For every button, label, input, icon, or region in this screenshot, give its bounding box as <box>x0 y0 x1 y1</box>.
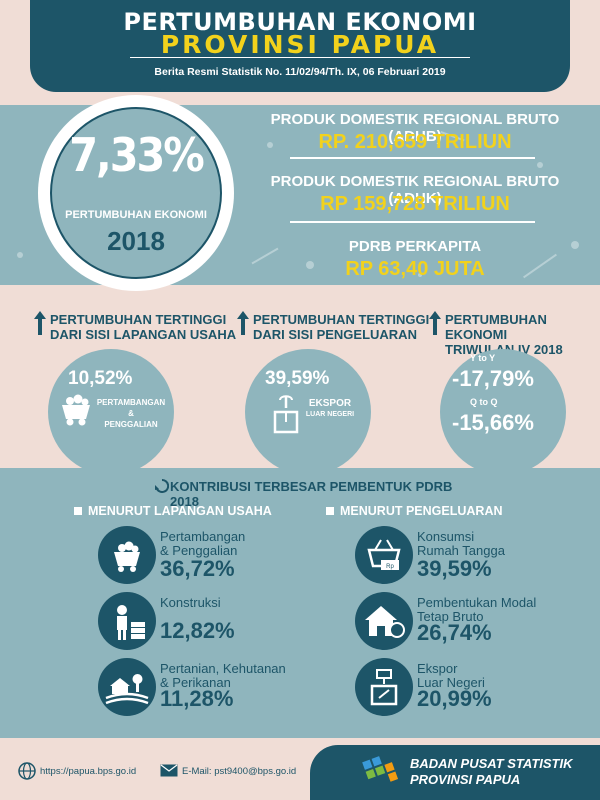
email-link[interactable]: E-Mail: pst9400@bps.go.id <box>182 766 297 777</box>
globe-icon <box>18 762 36 780</box>
email-icon <box>160 764 178 777</box>
lapangan-item-1-label-line1: Pertambangan <box>160 529 246 544</box>
qtq-label: Q to Q <box>470 397 498 407</box>
highlight-pengeluaran-title: PERTUMBUHAN TERTINGGI DARI SISI PENGELUA… <box>253 312 429 342</box>
highlight-lapangan-title-line2: DARI SISI LAPANGAN USAHA <box>50 327 237 342</box>
lapangan-item-1-value: 36,72% <box>160 556 235 581</box>
lapangan-item-3-value: 11,28% <box>160 686 234 711</box>
pengeluaran-item-3-label-line1: Ekspor <box>417 661 458 676</box>
lapangan-subtitle-text: MENURUT LAPANGAN USAHA <box>88 504 272 518</box>
pdrb-perkapita-value: RP 63,40 JUTA <box>345 258 485 280</box>
lapangan-item-3-label: Pertanian, Kehutanan & Perikanan <box>160 662 286 690</box>
pengeluaran-item-1-label-line1: Konsumsi <box>417 529 475 544</box>
export-box-icon <box>273 395 299 434</box>
pengeluaran-item-2-label: Pembentukan Modal Tetap Bruto <box>417 596 536 624</box>
splatter-decoration <box>17 130 579 279</box>
kontribusi-title: KONTRIBUSI TERBESAR PEMBENTUK PDRB 2018 <box>170 479 453 509</box>
mining-cart-icon <box>62 394 90 426</box>
pengeluaran-item-1-label-line2: Rumah Tangga <box>417 543 505 558</box>
growth-label: PERTUMBUHAN EKONOMI <box>65 209 207 221</box>
highlight-triwulan-title-line1: PERTUMBUHAN EKONOMI <box>445 312 547 342</box>
pengeluaran-item-2-label-line1: Pembentukan Modal <box>417 595 537 610</box>
title-line2: PROVINSI PAPUA <box>160 30 440 59</box>
pdrb-perkapita-label: PDRB PERKAPITA <box>348 238 482 255</box>
pdrb-adhb-value: RP. 210,659 TRILIUN <box>318 131 512 153</box>
lapangan-item-2-label-line1: Konstruksi <box>160 595 221 610</box>
highlight-lapangan-title: PERTUMBUHAN TERTINGGI DARI SISI LAPANGAN… <box>50 312 236 342</box>
lapangan-item-3-label-line1: Pertanian, Kehutanan <box>160 661 286 676</box>
highlight-triwulan-title: PERTUMBUHAN EKONOMI TRIWULAN IV 2018 <box>445 312 600 357</box>
header-banner: PERTUMBUHAN EKONOMI PROVINSI PAPUA Berit… <box>30 0 570 92</box>
cycle-icon <box>155 479 169 493</box>
pengeluaran-subtitle-text: MENURUT PENGELUARAN <box>340 504 503 518</box>
arrow-up-icon <box>237 311 249 335</box>
growth-circle <box>50 107 222 279</box>
highlight-pengeluaran-desc-line2: LUAR NEGERI <box>305 411 355 418</box>
lapangan-item-1-label-line2: & Penggalian <box>160 543 238 558</box>
pengeluaran-item-3-value: 20,99% <box>417 686 492 711</box>
growth-value: 7,33% <box>69 128 205 182</box>
pdrb-divider <box>290 157 535 159</box>
pdrb-adhk-label: PRODUK DOMESTIK REGIONAL BRUTO (ADHK) <box>270 173 560 207</box>
release-subtitle: Berita Resmi Statistik No. 11/02/94/Th. … <box>154 66 446 78</box>
pdrb-adhk-value: RP 159,728 TRILIUN <box>320 193 510 215</box>
bps-name-line2: PROVINSI PAPUA <box>410 772 521 787</box>
pengeluaran-item-2-label-line2: Tetap Bruto <box>417 609 484 624</box>
pengeluaran-item-2-value: 26,74% <box>417 620 492 645</box>
lapangan-item-2-value: 12,82% <box>160 618 235 643</box>
pengeluaran-item-1-label: Konsumsi Rumah Tangga <box>417 530 505 558</box>
bps-name-line1: BADAN PUSAT STATISTIK <box>410 756 573 771</box>
website-link[interactable]: https://papua.bps.go.id <box>40 766 137 777</box>
construction-worker-icon <box>98 592 156 650</box>
pengeluaran-item-1-value: 39,59% <box>417 556 492 581</box>
pdrb-divider <box>290 221 535 223</box>
highlight-pengeluaran-title-line2: DARI SISI PENGELUARAN <box>253 327 417 342</box>
highlight-lapangan-desc-line2: & <box>128 409 134 418</box>
lapangan-item-3-label-line2: & Perikanan <box>160 675 231 690</box>
title-divider <box>130 57 470 58</box>
bps-logo-icon <box>362 756 399 782</box>
highlight-pengeluaran-value: 39,59% <box>265 368 330 389</box>
lapangan-item-2-label: Konstruksi <box>160 596 221 610</box>
lapangan-item-1-label: Pertambangan & Penggalian <box>160 530 245 558</box>
yoy-value: -17,79% <box>452 366 534 391</box>
highlight-lapangan-title-line1: PERTUMBUHAN TERTINGGI <box>50 312 227 327</box>
highlight-pengeluaran-desc: EKSPOR LUAR NEGERI <box>300 398 360 420</box>
svg-text:Rp: Rp <box>386 564 394 570</box>
pengeluaran-subtitle: MENURUT PENGELUARAN <box>326 504 503 518</box>
arrow-up-icon <box>34 311 46 335</box>
shopping-basket-icon: Rp <box>355 526 413 584</box>
pdrb-adhb-label: PRODUK DOMESTIK REGIONAL BRUTO (ADHB) <box>270 111 560 145</box>
pengeluaran-item-3-label-line2: Luar Negeri <box>417 675 485 690</box>
lapangan-subtitle: MENURUT LAPANGAN USAHA <box>74 504 272 518</box>
farm-icon <box>98 658 156 716</box>
highlight-pengeluaran-desc-line1: EKSPOR <box>308 398 352 409</box>
house-investment-icon <box>355 592 413 650</box>
bps-name: BADAN PUSAT STATISTIK PROVINSI PAPUA <box>410 756 573 788</box>
footer-banner <box>310 745 600 800</box>
growth-year: 2018 <box>107 226 165 256</box>
highlight-lapangan-desc: PERTAMBANGAN & PENGGALIAN <box>96 397 166 430</box>
highlight-lapangan-value: 10,52% <box>68 368 133 389</box>
export-box-icon <box>355 658 413 716</box>
highlight-triwulan-circle <box>440 349 566 475</box>
qtq-value: -15,66% <box>452 410 534 435</box>
highlight-pengeluaran-title-line1: PERTUMBUHAN TERTINGGI <box>253 312 430 327</box>
highlight-pengeluaran-circle <box>245 349 371 475</box>
yoy-label: Y to Y <box>470 353 496 363</box>
highlight-lapangan-desc-line1: PERTAMBANGAN <box>96 398 166 407</box>
highlight-lapangan-desc-line3: PENGGALIAN <box>104 420 158 429</box>
title-line1: PERTUMBUHAN EKONOMI <box>123 8 477 36</box>
pengeluaran-item-3-label: Ekspor Luar Negeri <box>417 662 485 690</box>
arrow-up-icon <box>429 311 441 335</box>
mining-cart-icon <box>98 526 156 584</box>
